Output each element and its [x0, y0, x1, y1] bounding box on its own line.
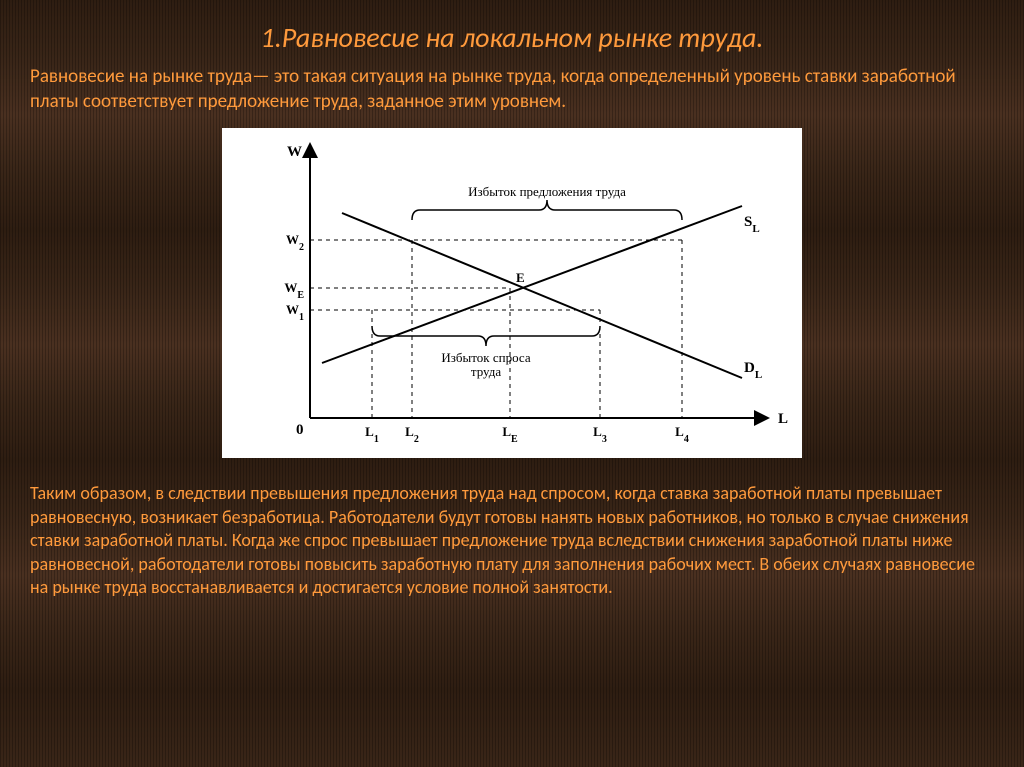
svg-text:L2: L2	[405, 424, 419, 445]
tick-labels: W2 WEW1 L1 L2 LE L3 L4	[284, 232, 689, 445]
page-title: 1.Равновесие на локальном рынке труда.	[0, 0, 1024, 65]
svg-text:LE: LE	[502, 424, 518, 445]
svg-text:Избыток предложения труда: Избыток предложения труда	[468, 184, 626, 199]
intro-paragraph: Равновесие на рынке труда— это такая сит…	[0, 65, 1024, 128]
svg-text:W2: W2	[286, 232, 304, 253]
braces: Избыток предложения труда Избыток спросат…	[372, 184, 682, 379]
svg-text:0: 0	[296, 422, 304, 438]
svg-text:L1: L1	[365, 424, 379, 445]
svg-text:E: E	[516, 270, 525, 285]
equilibrium-diagram: W L 0 SL DL E W2 WEW1 L1 L2 LE L3 L4 Избыток предл…	[222, 128, 802, 458]
guide-lines	[310, 240, 682, 418]
svg-text:L4: L4	[675, 424, 689, 445]
svg-text:Избыток спросатруда: Избыток спросатруда	[441, 350, 530, 379]
svg-text:W: W	[287, 144, 302, 160]
svg-text:DL: DL	[744, 360, 762, 381]
conclusion-paragraph: Таким образом, в следствии превышения пр…	[0, 458, 1024, 599]
svg-text:L: L	[778, 411, 788, 427]
diagram-svg: W L 0 SL DL E W2 WEW1 L1 L2 LE L3 L4 Избыток предл…	[222, 128, 802, 458]
svg-text:W1: W1	[286, 302, 304, 323]
curves: SL DL E	[322, 206, 762, 381]
svg-text:WE: WE	[284, 280, 304, 301]
svg-text:SL: SL	[744, 214, 760, 235]
svg-text:L3: L3	[593, 424, 607, 445]
